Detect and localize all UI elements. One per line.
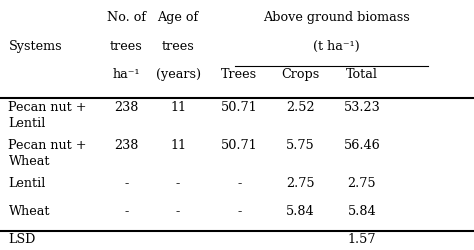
Text: 5.75: 5.75 — [286, 139, 315, 152]
Text: 2.52: 2.52 — [286, 101, 315, 114]
Text: Wheat: Wheat — [9, 205, 50, 218]
Text: -: - — [124, 177, 128, 190]
Text: 5.84: 5.84 — [286, 205, 315, 218]
Text: 238: 238 — [114, 139, 138, 152]
Text: 50.71: 50.71 — [221, 139, 258, 152]
Text: 53.23: 53.23 — [344, 101, 380, 114]
Text: Pecan nut +
Lentil: Pecan nut + Lentil — [9, 101, 87, 130]
Text: Lentil: Lentil — [9, 177, 46, 190]
Text: Age of: Age of — [157, 11, 199, 24]
Text: ha⁻¹: ha⁻¹ — [112, 68, 140, 82]
Text: (t ha⁻¹): (t ha⁻¹) — [312, 40, 359, 54]
Text: 56.46: 56.46 — [344, 139, 380, 152]
Text: LSD: LSD — [9, 233, 36, 246]
Text: 11: 11 — [170, 101, 186, 114]
Text: -: - — [237, 177, 241, 190]
Text: 5.84: 5.84 — [347, 205, 376, 218]
Text: 11: 11 — [170, 139, 186, 152]
Text: trees: trees — [110, 40, 143, 54]
Text: 50.71: 50.71 — [221, 101, 258, 114]
Text: Pecan nut +
Wheat: Pecan nut + Wheat — [9, 139, 87, 168]
Text: Above ground biomass: Above ground biomass — [263, 11, 410, 24]
Text: Total: Total — [346, 68, 378, 82]
Text: 2.75: 2.75 — [286, 177, 315, 190]
Text: -: - — [237, 205, 241, 218]
Text: Crops: Crops — [282, 68, 320, 82]
Text: trees: trees — [162, 40, 194, 54]
Text: Systems: Systems — [9, 40, 62, 54]
Text: -: - — [124, 205, 128, 218]
Text: No. of: No. of — [107, 11, 146, 24]
Text: (years): (years) — [155, 68, 201, 82]
Text: 2.75: 2.75 — [347, 177, 376, 190]
Text: 1.57: 1.57 — [347, 233, 376, 246]
Text: -: - — [176, 205, 180, 218]
Text: Trees: Trees — [221, 68, 257, 82]
Text: 238: 238 — [114, 101, 138, 114]
Text: -: - — [176, 177, 180, 190]
